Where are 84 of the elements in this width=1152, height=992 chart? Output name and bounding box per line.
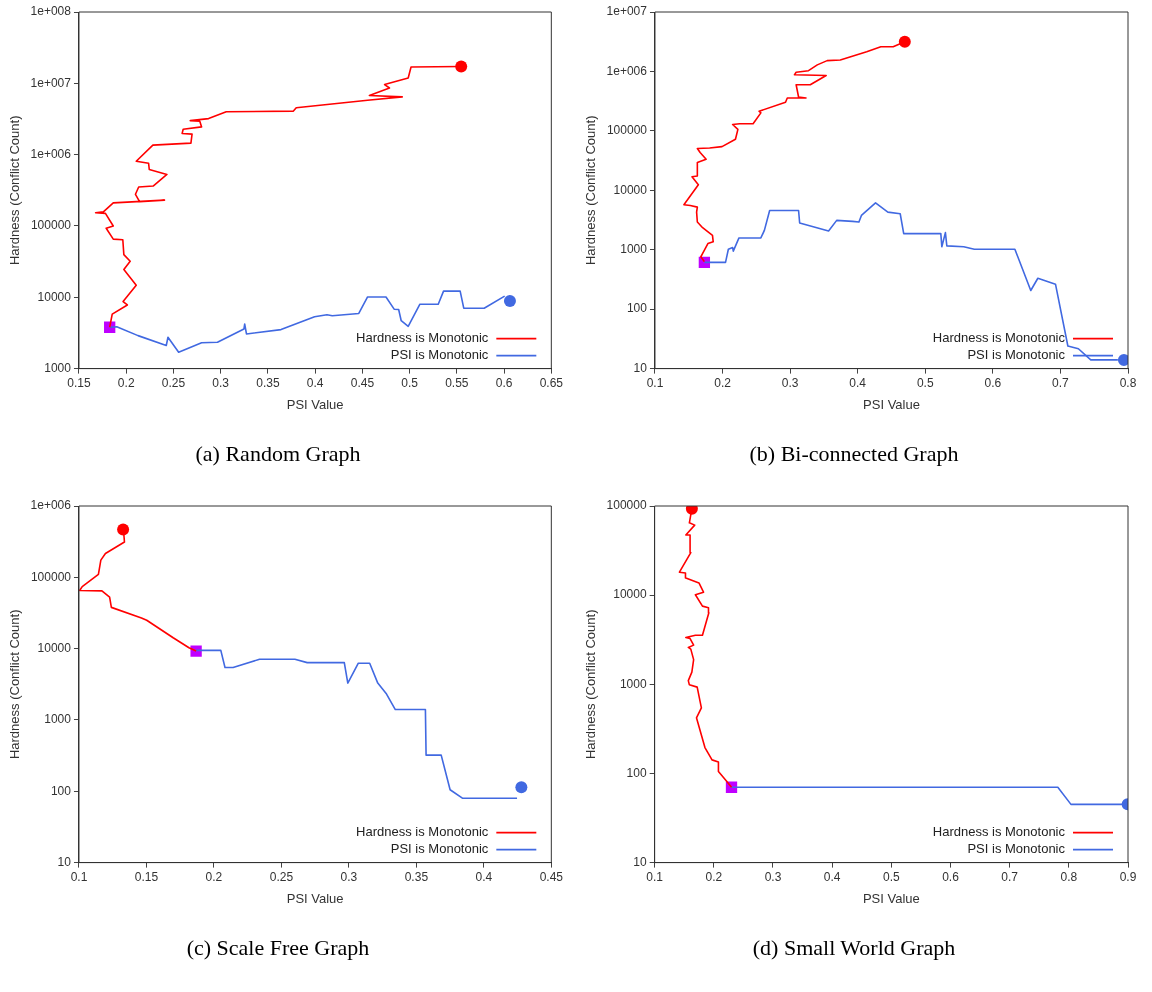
y-tick-label: 100 [50, 783, 72, 798]
text: (b) Bi-connected Graph [749, 440, 959, 466]
y-axis-title: Hardness (Conflict Count) [7, 115, 23, 266]
point [515, 781, 528, 794]
y-tick-label: 100 [626, 765, 647, 780]
y-tick-label: 1e+007 [30, 75, 72, 90]
text: (a) Random Graph [195, 440, 361, 466]
x-tick-label: 0.2 [117, 376, 135, 391]
y-tick-label: 100000 [30, 218, 72, 233]
x-tick-label: 0.6 [495, 376, 513, 391]
x-axis-title: PSI Value [862, 891, 920, 907]
x-tick-label: 0.6 [942, 870, 960, 885]
x-tick-label: 0.45 [539, 870, 564, 885]
x-tick-label: 0.3 [764, 870, 782, 885]
legend-label: Hardness is Monotonic [932, 824, 1066, 840]
y-tick-label: 10 [57, 854, 72, 869]
x-tick-label: 0.4 [849, 376, 867, 391]
y-tick-label: 1000 [620, 242, 648, 257]
x-tick-label: 0.25 [269, 870, 294, 885]
y-tick-label: 10000 [37, 289, 72, 304]
x-tick-label: 0.8 [1119, 376, 1137, 391]
y-axis-title: Hardness (Conflict Count) [583, 609, 599, 760]
x-tick-label: 0.45 [350, 376, 375, 391]
y-tick-label: 1000 [44, 712, 72, 727]
y-tick-label: 1000 [44, 360, 72, 375]
x-tick-label: 0.2 [705, 870, 723, 885]
x-tick-label: 0.1 [70, 870, 88, 885]
y-tick-label: 10000 [613, 587, 647, 602]
x-tick-label: 0.35 [404, 870, 429, 885]
y-tick-label: 1e+006 [606, 63, 648, 78]
x-tick-label: 0.1 [646, 870, 664, 885]
y-tick-label: 10000 [37, 640, 72, 655]
x-tick-label: 0.5 [916, 376, 934, 391]
x-tick-label: 0.3 [781, 376, 799, 391]
x-tick-label: 0.15 [134, 870, 159, 885]
y-axis-title: Hardness (Conflict Count) [583, 115, 599, 266]
x-axis-title: PSI Value [286, 891, 344, 907]
x-tick-label: 0.5 [401, 376, 419, 391]
legend-label: Hardness is Monotonic [356, 330, 489, 346]
x-tick-label: 0.4 [823, 870, 841, 885]
x-tick-label: 0.35 [256, 376, 280, 391]
x-tick-label: 0.4 [306, 376, 324, 391]
x-tick-label: 0.3 [212, 376, 230, 391]
x-tick-label: 0.1 [646, 376, 664, 391]
x-axis-title: PSI Value [286, 397, 344, 413]
y-tick-label: 10 [633, 854, 647, 869]
legend-label: PSI is Monotonic [967, 347, 1066, 363]
legend-label: Hardness is Monotonic [356, 824, 489, 840]
x-tick-label: 0.8 [1060, 870, 1078, 885]
y-tick-label: 100 [626, 301, 648, 316]
x-tick-label: 0.5 [882, 870, 900, 885]
y-tick-label: 10000 [613, 182, 648, 197]
y-tick-label: 1e+007 [606, 4, 648, 19]
x-tick-label: 0.2 [714, 376, 732, 391]
x-tick-label: 0.6 [984, 376, 1002, 391]
y-tick-label: 100000 [30, 569, 72, 584]
x-tick-label: 0.15 [67, 376, 91, 391]
point [503, 294, 516, 307]
y-tick-label: 1000 [619, 676, 647, 691]
x-tick-label: 0.3 [340, 870, 358, 885]
x-tick-label: 0.2 [205, 870, 223, 885]
legend-label: Hardness is Monotonic [932, 330, 1066, 346]
y-axis-title: Hardness (Conflict Count) [7, 609, 23, 760]
point [455, 60, 468, 73]
y-tick-label: 100000 [606, 498, 647, 513]
point [1117, 353, 1128, 366]
legend-label: PSI is Monotonic [390, 841, 489, 857]
x-tick-label: 0.9 [1119, 870, 1137, 885]
x-tick-label: 0.65 [539, 376, 564, 391]
y-tick-label: 10 [633, 360, 648, 375]
y-tick-label: 1e+006 [30, 146, 72, 161]
x-tick-label: 0.25 [161, 376, 186, 391]
text: (c) Scale Free Graph [186, 934, 370, 960]
y-tick-label: 100000 [606, 123, 648, 138]
x-tick-label: 0.7 [1001, 870, 1019, 885]
y-tick-label: 1e+008 [30, 4, 72, 19]
x-tick-label: 0.55 [445, 376, 469, 391]
legend-label: PSI is Monotonic [390, 347, 489, 363]
text: (d) Small World Graph [752, 934, 956, 960]
x-axis-title: PSI Value [863, 397, 920, 413]
x-tick-label: 0.4 [475, 870, 493, 885]
y-tick-label: 1e+006 [30, 498, 72, 513]
x-tick-label: 0.7 [1052, 376, 1070, 391]
legend-label: PSI is Monotonic [967, 841, 1066, 857]
